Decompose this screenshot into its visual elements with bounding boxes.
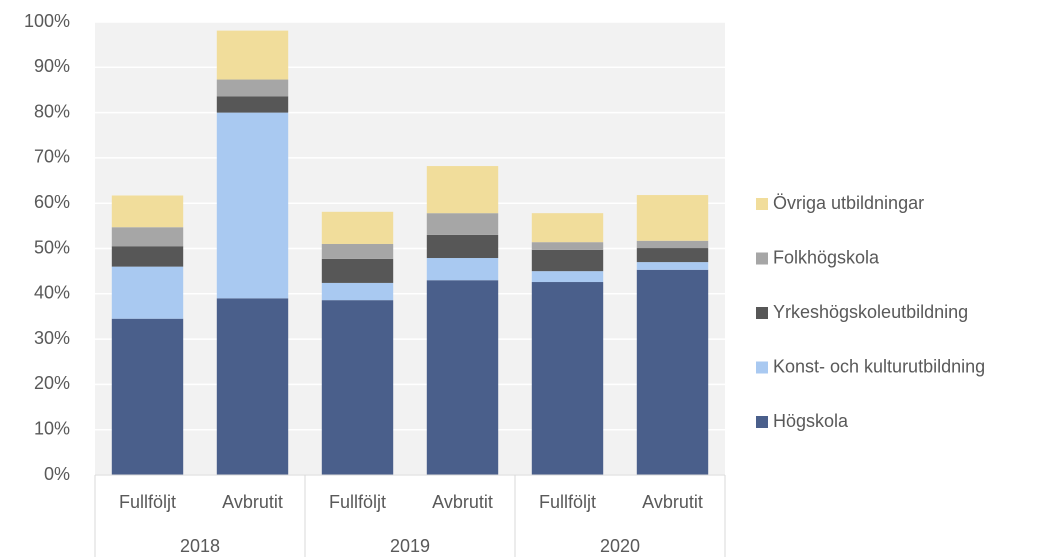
legend-label: Högskola <box>773 411 849 431</box>
y-tick-label: 50% <box>34 237 70 257</box>
bar-segment <box>321 211 394 244</box>
bar-segment <box>321 243 394 259</box>
bar-segment <box>636 240 709 249</box>
x-tick-label: Fullföljt <box>329 492 386 512</box>
bar-segment <box>531 249 604 272</box>
bar-segment <box>426 234 499 259</box>
y-tick-label: 30% <box>34 328 70 348</box>
y-tick-label: 0% <box>44 464 70 484</box>
bar-segment <box>636 248 709 263</box>
bar-segment <box>111 195 184 228</box>
bar-segment <box>111 227 184 247</box>
y-tick-label: 10% <box>34 418 70 438</box>
bar-segment <box>426 258 499 281</box>
y-tick-label: 20% <box>34 373 70 393</box>
bar-segment <box>636 269 709 475</box>
bar-segment <box>111 266 184 319</box>
legend-label: Folkhögskola <box>773 247 880 267</box>
legend-swatch <box>756 252 768 265</box>
x-tick-label: Fullföljt <box>119 492 176 512</box>
bar-segment <box>636 262 709 270</box>
bar-segment <box>321 300 394 475</box>
x-tick-label: Avbrutit <box>222 492 283 512</box>
legend-swatch <box>756 307 768 319</box>
bar-segment <box>216 112 289 299</box>
y-tick-label: 80% <box>34 101 70 121</box>
bar-segment <box>636 195 709 241</box>
bar-segment <box>216 96 289 113</box>
bar-segment <box>531 213 604 243</box>
x-tick-label: Avbrutit <box>432 492 493 512</box>
legend-label: Yrkeshögskoleutbildning <box>773 302 968 322</box>
legend-label: Konst- och kulturutbildning <box>773 356 985 376</box>
bar-segment <box>216 298 289 475</box>
x-tick-label: Avbrutit <box>642 492 703 512</box>
y-tick-label: 40% <box>34 283 70 303</box>
legend-swatch <box>756 361 768 374</box>
legend-swatch <box>756 198 768 210</box>
bar-segment <box>426 166 499 214</box>
group-label: 2019 <box>390 536 430 556</box>
legend-swatch <box>756 416 768 428</box>
bar-segment <box>321 282 394 301</box>
bar-segment <box>216 79 289 97</box>
bar-segment <box>531 282 604 475</box>
y-tick-label: 70% <box>34 147 70 167</box>
group-label: 2020 <box>600 536 640 556</box>
bar-segment <box>426 213 499 235</box>
bar-segment <box>216 30 289 80</box>
bar-segment <box>321 258 394 283</box>
group-label: 2018 <box>180 536 220 556</box>
y-tick-label: 60% <box>34 192 70 212</box>
bar-segment <box>531 271 604 283</box>
y-tick-label: 90% <box>34 56 70 76</box>
bar-segment <box>531 242 604 250</box>
x-tick-label: Fullföljt <box>539 492 596 512</box>
y-tick-label: 100% <box>24 11 70 31</box>
legend-label: Övriga utbildningar <box>773 193 924 213</box>
bar-segment <box>426 280 499 475</box>
bar-segment <box>111 318 184 475</box>
bar-segment <box>111 246 184 267</box>
